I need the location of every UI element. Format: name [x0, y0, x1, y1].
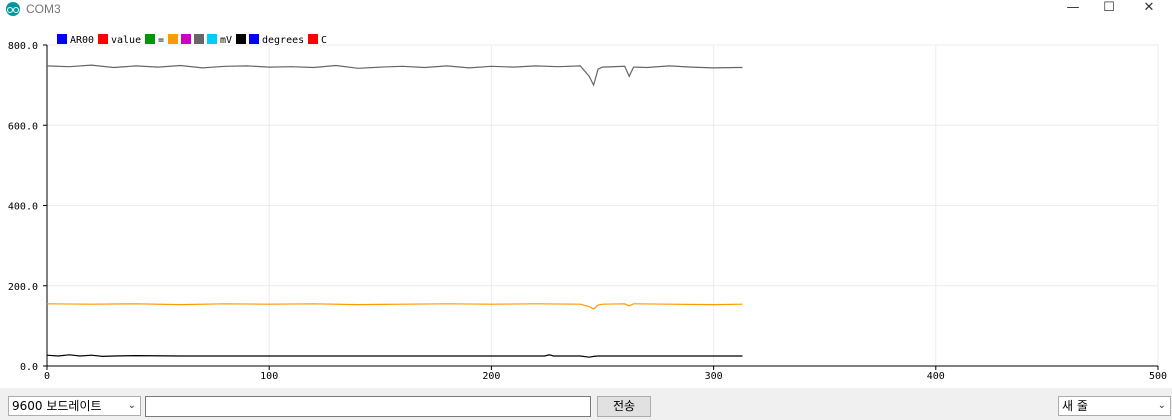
y-tick-label: 800.0: [8, 41, 38, 52]
grid: [46, 44, 1159, 367]
series-line: [46, 354, 743, 358]
title-bar: COM3 — ☐ ✕: [0, 0, 1172, 30]
legend-swatch: [168, 34, 178, 44]
y-tick-label: 0.0: [20, 362, 38, 373]
baud-rate-value: 9600 보드레이트: [12, 399, 102, 413]
minimize-button[interactable]: —: [1066, 0, 1080, 15]
legend-swatch: [98, 34, 108, 44]
maximize-button[interactable]: ☐: [1103, 0, 1115, 15]
legend-label: value: [111, 35, 141, 46]
y-tick-label: 200.0: [8, 282, 38, 293]
line-ending-value: 새 줄: [1062, 399, 1088, 413]
x-tick-label: 100: [260, 371, 278, 382]
legend-label: C: [321, 35, 327, 46]
series-line: [46, 64, 743, 87]
series-line: [46, 303, 743, 310]
x-tick-label: 0: [44, 371, 50, 382]
baud-rate-select[interactable]: 9600 보드레이트 ⌄: [8, 396, 141, 416]
line-ending-select[interactable]: 새 줄 ⌄: [1058, 396, 1171, 416]
axes: 0.0 200.0 400.0 600.0 800.0 0 100 200 300 400 500: [8, 41, 1167, 382]
x-tick-label: 200: [482, 371, 500, 382]
legend-swatch: [57, 34, 67, 44]
legend-label: mV: [220, 35, 232, 46]
close-button[interactable]: ✕: [1143, 0, 1155, 15]
legend-swatch: [145, 34, 155, 44]
y-tick-label: 400.0: [8, 202, 38, 213]
legend-swatch: [236, 34, 246, 44]
send-input[interactable]: [145, 396, 591, 417]
send-button[interactable]: 전송: [597, 396, 651, 417]
legend-label: =: [158, 35, 164, 46]
x-tick-label: 400: [927, 371, 945, 382]
bottom-toolbar: 9600 보드레이트 ⌄ 전송 새 줄 ⌄: [0, 388, 1172, 420]
arduino-icon: [6, 2, 20, 16]
y-tick-label: 600.0: [8, 121, 38, 132]
legend-label: degrees: [262, 35, 304, 46]
legend-label: AR00: [70, 35, 94, 46]
legend-swatch: [194, 34, 204, 44]
chevron-down-icon: ⌄: [1157, 400, 1166, 411]
legend-swatch: [207, 34, 217, 44]
legend-swatch: [181, 34, 191, 44]
x-tick-label: 300: [705, 371, 723, 382]
legend: AR00 value = mV degrees C: [57, 34, 327, 46]
window-title: COM3: [26, 2, 61, 16]
legend-swatch: [249, 34, 259, 44]
chevron-down-icon: ⌄: [127, 400, 136, 411]
legend-swatch: [308, 34, 318, 44]
x-tick-label: 500: [1149, 371, 1167, 382]
series-lines: [46, 64, 743, 358]
